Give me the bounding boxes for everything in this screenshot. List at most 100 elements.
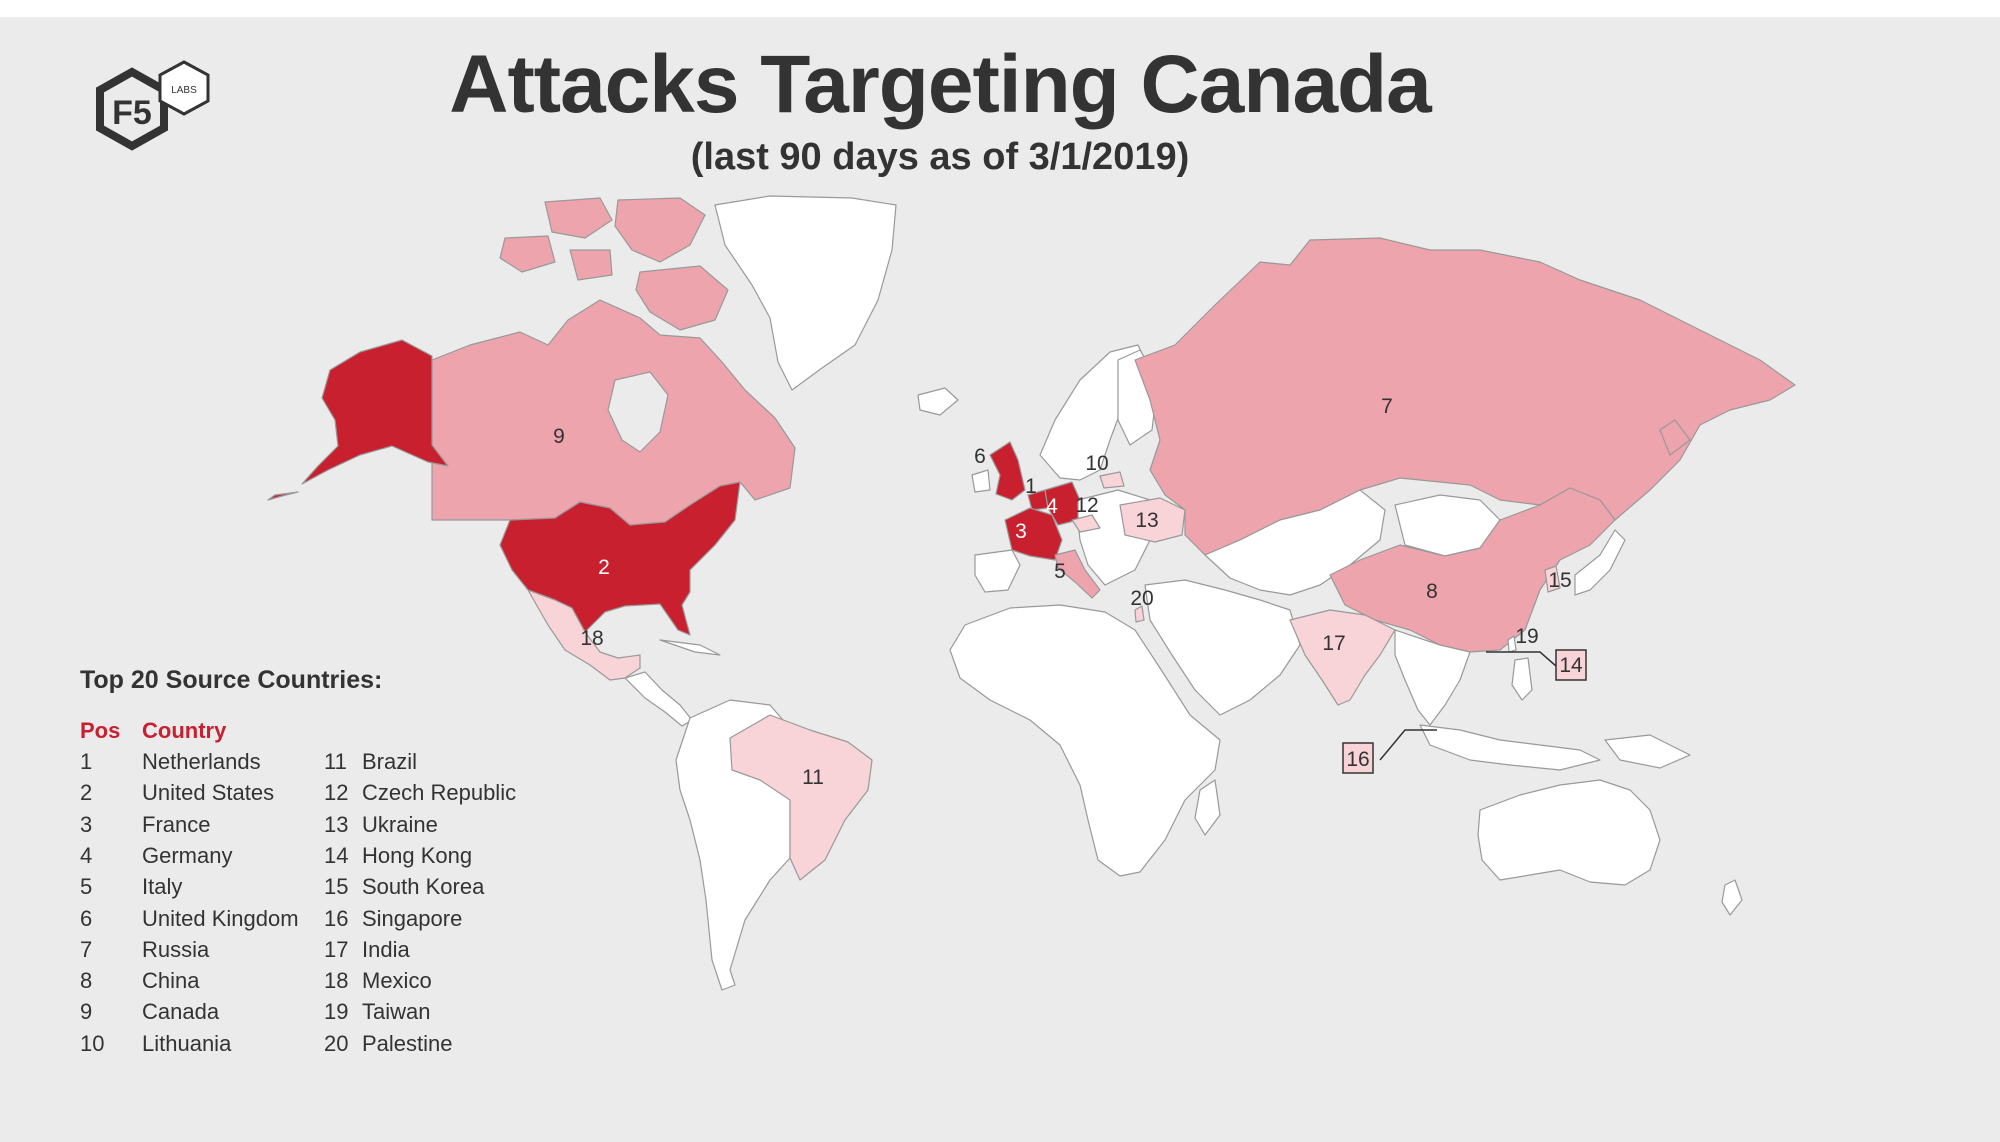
legend-country: Russia xyxy=(142,936,210,962)
logo-badge-text: LABS xyxy=(171,85,197,96)
japan-shape xyxy=(1574,529,1626,596)
iberia-shape xyxy=(974,549,1021,593)
russia-shape xyxy=(1134,237,1796,556)
map-label-lithuania: 10 xyxy=(1085,452,1108,475)
legend-pos: 18 xyxy=(324,968,349,994)
indonesia-shape xyxy=(1419,724,1601,771)
china-shape xyxy=(1329,487,1616,653)
map-label-mexico: 18 xyxy=(580,627,603,650)
map-label-usa: 2 xyxy=(598,556,610,579)
map-label-brazil: 11 xyxy=(802,766,824,789)
brazil-shape xyxy=(729,714,873,881)
map-label-india: 17 xyxy=(1322,632,1345,655)
singapore-callout-box xyxy=(1342,742,1374,774)
singapore-callout-line xyxy=(1379,729,1437,761)
map-label-hongkong: 14 xyxy=(1559,654,1583,677)
legend-country: South Korea xyxy=(362,874,485,900)
mexico-shape xyxy=(527,589,641,681)
legend-title: Top 20 Source Countries: xyxy=(80,666,383,694)
legend-header-pos: Pos xyxy=(80,718,121,743)
legend-country: Hong Kong xyxy=(362,842,473,868)
legend-country: India xyxy=(362,936,410,962)
legend-pos: 19 xyxy=(324,999,349,1025)
logo-main-text: F5 xyxy=(112,94,152,132)
map-label-netherlands: 1 xyxy=(1025,475,1037,498)
lithuania-shape xyxy=(1099,471,1125,489)
ireland-shape xyxy=(971,469,991,493)
canada-island-shape xyxy=(614,197,706,263)
aleutians-shape xyxy=(267,491,299,501)
southeast-asia-shape xyxy=(1394,629,1471,726)
legend-country: Ukraine xyxy=(362,811,438,837)
madagascar-shape xyxy=(1194,779,1221,836)
map-label-taiwan: 19 xyxy=(1515,625,1538,648)
page-title: Attacks Targeting Canada xyxy=(449,39,1432,130)
legend-country: Netherlands xyxy=(142,749,261,774)
legend-country: Czech Republic xyxy=(362,780,517,806)
legend-country: Palestine xyxy=(362,1030,453,1056)
uk-shape xyxy=(989,441,1026,501)
map-label-france: 3 xyxy=(1015,520,1027,543)
legend-pos: 10 xyxy=(80,1030,105,1056)
legend-pos: 7 xyxy=(80,936,93,962)
france-shape xyxy=(1004,507,1063,561)
legend-country: Lithuania xyxy=(142,1030,232,1056)
legend-country: United States xyxy=(142,780,275,806)
legend-pos: 16 xyxy=(324,905,349,931)
hudson-bay-shape xyxy=(607,371,669,453)
africa-shape xyxy=(949,604,1221,877)
legend-country: Mexico xyxy=(362,968,432,994)
map-label-palestine: 20 xyxy=(1130,587,1153,610)
greenland-shape xyxy=(714,195,897,391)
legend-pos: 11 xyxy=(324,749,347,774)
legend-pos: 2 xyxy=(80,780,93,806)
legend-pos: 20 xyxy=(324,1030,349,1056)
legend-country: United Kingdom xyxy=(142,905,299,931)
legend-pos: 6 xyxy=(80,905,93,931)
map-label-uk: 6 xyxy=(974,445,986,468)
legend-country: Italy xyxy=(142,874,183,900)
legend-country: Brazil xyxy=(362,749,418,774)
taiwan-shape xyxy=(1507,635,1517,653)
map-label-canada: 9 xyxy=(553,425,565,448)
alaska-shape xyxy=(301,339,449,485)
legend-country: Canada xyxy=(142,999,220,1025)
legend-pos: 12 xyxy=(324,780,349,806)
central-asia-shape xyxy=(1204,489,1386,596)
new-guinea-shape xyxy=(1604,734,1691,769)
legend-pos: 8 xyxy=(80,968,93,994)
caribbean-shape xyxy=(659,639,721,656)
hongkong-callout-box xyxy=(1555,649,1587,681)
legend-pos: 1 xyxy=(80,749,93,774)
legend-pos: 13 xyxy=(324,811,349,837)
czech-shape xyxy=(1071,514,1101,533)
central-america-shape xyxy=(624,671,693,727)
new-zealand-shape xyxy=(1721,879,1743,916)
legend-country: China xyxy=(142,968,200,994)
baffin-island-shape xyxy=(635,265,729,331)
iceland-shape xyxy=(917,387,959,416)
map-label-czech: 12 xyxy=(1075,494,1098,517)
f5-labs-logo: F5 LABS xyxy=(96,60,210,151)
south-korea-shape xyxy=(1544,565,1561,593)
italy-shape xyxy=(1054,549,1101,599)
map-label-germany: 4 xyxy=(1046,495,1058,518)
legend-pos: 9 xyxy=(80,999,93,1025)
hongkong-callout-line xyxy=(1486,651,1557,667)
legend-pos: 5 xyxy=(80,874,93,900)
map-label-ukraine: 13 xyxy=(1135,509,1158,532)
russia-sakhalin-shape xyxy=(1659,419,1691,456)
legend-country: Taiwan xyxy=(362,999,431,1025)
legend-country: Germany xyxy=(142,842,233,868)
palestine-shape xyxy=(1134,605,1145,623)
canada-island-shape xyxy=(569,249,613,281)
map-label-china: 8 xyxy=(1426,580,1438,603)
canada-island-shape xyxy=(544,197,613,239)
legend-header-country: Country xyxy=(142,718,227,743)
legend-pos: 3 xyxy=(80,811,93,837)
legend-pos: 4 xyxy=(80,842,93,868)
logo-badge-hexagon xyxy=(158,60,210,116)
legend-country: Singapore xyxy=(362,905,463,931)
australia-shape xyxy=(1477,779,1661,886)
